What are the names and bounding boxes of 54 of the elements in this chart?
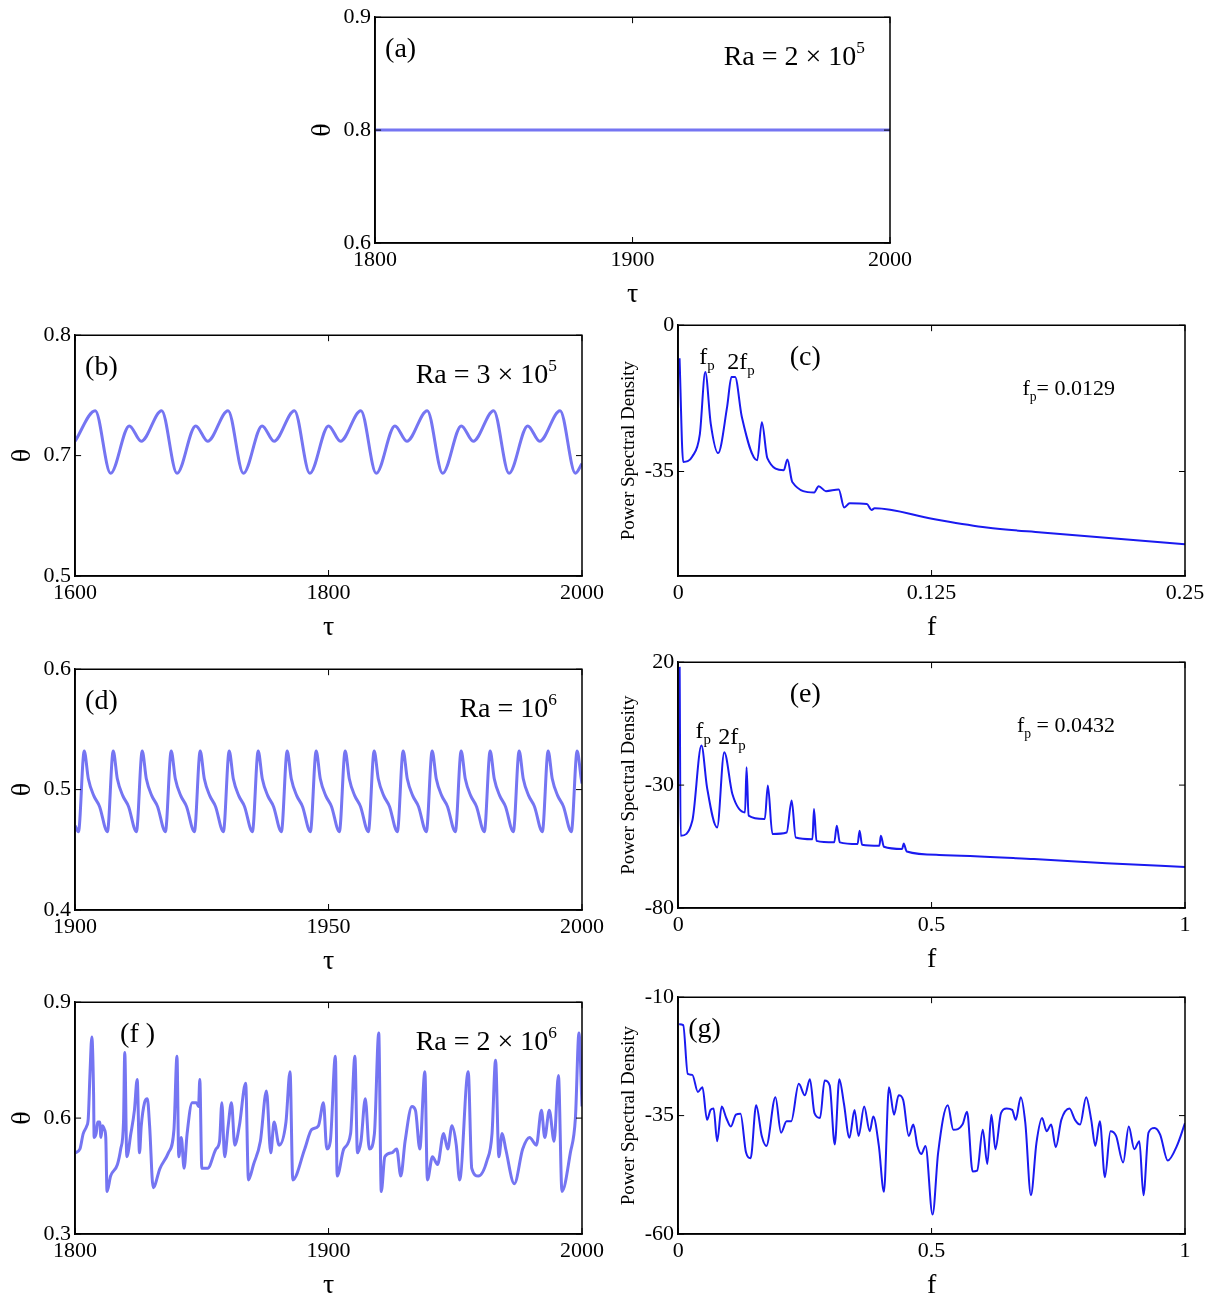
x-axis-title: f bbox=[926, 609, 937, 641]
line-series bbox=[678, 665, 1185, 868]
y-tick-label: 0 bbox=[663, 310, 675, 336]
y-tick-label: 0.9 bbox=[343, 2, 372, 28]
x-tick-label: 1 bbox=[1179, 1236, 1191, 1262]
y-axis-title: θ bbox=[5, 448, 37, 463]
annotation: (e) bbox=[789, 677, 821, 709]
line-series bbox=[75, 409, 582, 475]
annotation: (d) bbox=[85, 684, 118, 716]
x-axis-title: τ bbox=[322, 609, 335, 641]
line-series bbox=[75, 749, 582, 834]
y-tick-label: -80 bbox=[644, 893, 675, 919]
x-axis-title: τ bbox=[322, 943, 335, 975]
y-axis-title: Power Spectral Density bbox=[617, 1025, 639, 1206]
y-axis-title: θ bbox=[5, 1111, 37, 1125]
y-axis-title: Power Spectral Density bbox=[617, 360, 639, 541]
annotation: (c) bbox=[789, 340, 821, 372]
x-axis-title: f bbox=[926, 941, 937, 973]
y-tick-label: -35 bbox=[644, 457, 675, 483]
y-axis-title: θ bbox=[5, 782, 37, 797]
x-tick-label: 1800 bbox=[306, 578, 351, 604]
x-axis-title: τ bbox=[626, 276, 639, 308]
x-tick-label: 1900 bbox=[306, 1236, 351, 1262]
x-tick-label: 0.125 bbox=[906, 578, 957, 604]
y-tick-label: 0.8 bbox=[43, 320, 72, 346]
x-tick-label: 0.5 bbox=[917, 1236, 946, 1262]
x-tick-label: 2000 bbox=[868, 245, 912, 271]
y-tick-label: 0.7 bbox=[43, 441, 72, 467]
annotation: (b) bbox=[85, 350, 118, 382]
y-tick-label: 0.8 bbox=[343, 115, 372, 141]
x-tick-label: 1 bbox=[1179, 910, 1191, 936]
y-tick-label: -60 bbox=[644, 1219, 675, 1245]
x-tick-label: 1950 bbox=[306, 912, 351, 938]
y-axis-title: θ bbox=[305, 123, 337, 137]
x-tick-label: 2000 bbox=[560, 912, 604, 938]
y-tick-label: -10 bbox=[644, 982, 675, 1008]
annotation: (g) bbox=[688, 1012, 721, 1044]
y-tick-label: 0.5 bbox=[43, 775, 72, 801]
y-axis-title: Power Spectral Density bbox=[617, 694, 639, 875]
y-tick-label: -30 bbox=[644, 770, 675, 796]
x-tick-label: 2000 bbox=[560, 578, 604, 604]
x-tick-label: 1900 bbox=[610, 245, 655, 271]
x-tick-label: 0.5 bbox=[917, 910, 946, 936]
y-tick-label: 0.9 bbox=[43, 987, 72, 1013]
annotation: (f ) bbox=[120, 1017, 156, 1049]
x-axis-title: τ bbox=[322, 1267, 335, 1299]
y-tick-label: 0.6 bbox=[43, 1103, 72, 1129]
x-axis-title: f bbox=[926, 1267, 937, 1299]
x-tick-label: 0.25 bbox=[1165, 578, 1205, 604]
annotation: (a) bbox=[385, 32, 417, 64]
y-tick-label: 0.6 bbox=[43, 654, 72, 680]
y-tick-label: 20 bbox=[652, 647, 675, 673]
x-tick-label: 2000 bbox=[560, 1236, 604, 1262]
y-tick-label: -35 bbox=[644, 1101, 675, 1127]
